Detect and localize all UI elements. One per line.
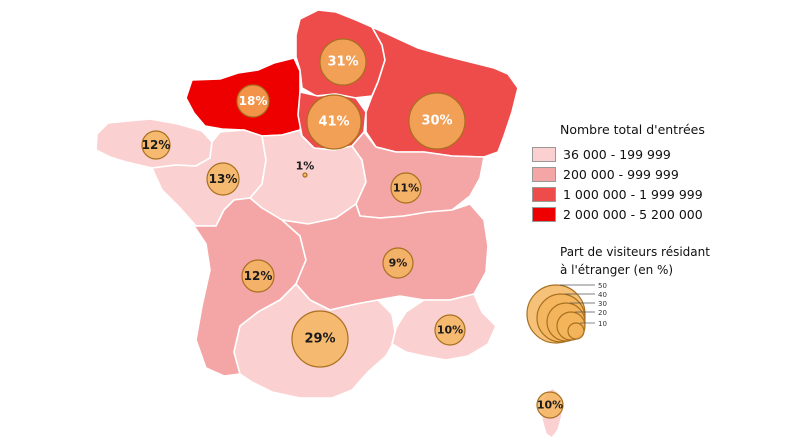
label-grand-est: 30% — [421, 114, 452, 129]
legend-label: 1 000 000 - 1 999 999 — [563, 186, 703, 202]
scale-label-50: 50 — [598, 282, 607, 290]
bubble-ile-de-france — [306, 94, 362, 150]
bubble-provence-alpes-cote-d-azur — [434, 314, 466, 346]
label-centre-val-de-loire: 1% — [296, 160, 315, 173]
legend-row: 2 000 000 - 5 200 000 — [532, 204, 782, 224]
label-pays-de-la-loire: 13% — [209, 172, 238, 186]
bubble-size-legend: 50 40 30 20 10 — [526, 282, 607, 344]
legend-row: 36 000 - 199 999 — [532, 144, 782, 164]
label-ile-de-france: 41% — [318, 115, 349, 130]
label-bourgogne-franche-comte: 11% — [393, 182, 419, 195]
label-provence-alpes-cote-d-azur: 10% — [437, 324, 463, 337]
legend-title: Nombre total d'entrées — [560, 122, 705, 137]
scale-label-40: 40 — [598, 291, 607, 299]
bubble-hauts-de-france — [319, 38, 367, 86]
legend-label: 2 000 000 - 5 200 000 — [563, 206, 703, 222]
scale-label-30: 30 — [598, 300, 607, 308]
bubble-legend-title-line1: Part de visiteurs résidant — [560, 245, 710, 259]
bubble-auvergne-rhone-alpes — [382, 247, 414, 279]
bubble-corse — [536, 391, 564, 419]
legend-row: 200 000 - 999 999 — [532, 164, 782, 184]
legend-swatch — [532, 146, 556, 162]
legend-swatch — [532, 166, 556, 182]
bubble-centre-val-de-loire — [302, 172, 308, 178]
scale-circle-10 — [567, 322, 585, 340]
bubble-nouvelle-aquitaine — [241, 259, 275, 293]
legend-swatch — [532, 206, 556, 222]
label-auvergne-rhone-alpes: 9% — [389, 257, 408, 270]
bubble-bretagne — [141, 130, 171, 160]
bubble-pays-de-la-loire — [206, 162, 240, 196]
legend-label: 36 000 - 199 999 — [563, 146, 671, 162]
bubble-occitanie — [291, 310, 349, 368]
label-occitanie: 29% — [304, 332, 335, 347]
legend-label: 200 000 - 999 999 — [563, 166, 679, 182]
label-normandie: 18% — [239, 94, 268, 108]
label-bretagne: 12% — [142, 138, 171, 152]
scale-label-20: 20 — [598, 309, 607, 317]
scale-label-10: 10 — [598, 320, 607, 328]
bubble-legend-title: Part de visiteurs résidant à l'étranger … — [560, 243, 710, 279]
region-bourgogne-franche-comte — [351, 131, 485, 219]
bubble-bourgogne-franche-comte — [390, 172, 422, 204]
bubble-normandie — [236, 84, 270, 118]
legend-row: 1 000 000 - 1 999 999 — [532, 184, 782, 204]
label-corse: 10% — [537, 399, 563, 412]
label-nouvelle-aquitaine: 12% — [244, 269, 273, 283]
legend-swatch — [532, 186, 556, 202]
label-hauts-de-france: 31% — [327, 55, 358, 70]
choropleth-legend: Nombre total d'entrées 36 000 - 199 999 … — [532, 122, 782, 224]
bubble-legend-title-line2: à l'étranger (en %) — [560, 263, 674, 277]
bubble-grand-est — [408, 92, 466, 150]
